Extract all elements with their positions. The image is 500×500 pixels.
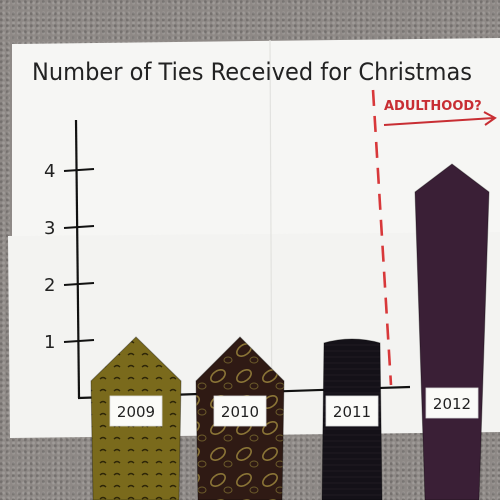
adulthood-label: ADULTHOOD? xyxy=(384,99,482,114)
y-tick-label: 3 xyxy=(44,218,55,239)
tie-bar-2012 xyxy=(415,164,489,500)
y-tick-label: 1 xyxy=(44,332,55,353)
year-label: 2012 xyxy=(433,395,471,413)
year-label: 2009 xyxy=(117,403,155,421)
year-label: 2011 xyxy=(333,403,371,421)
year-label: 2010 xyxy=(221,403,259,421)
chart-title: Number of Ties Received for Christmas xyxy=(32,58,472,86)
y-tick-label: 4 xyxy=(44,161,55,182)
y-tick-label: 2 xyxy=(44,275,55,296)
